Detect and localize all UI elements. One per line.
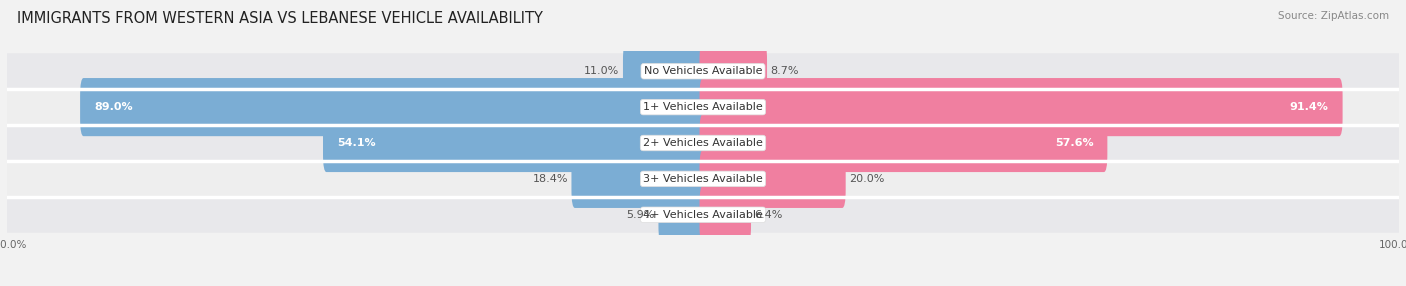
FancyBboxPatch shape xyxy=(700,186,751,244)
FancyBboxPatch shape xyxy=(7,197,1399,233)
FancyBboxPatch shape xyxy=(571,150,706,208)
Text: 57.6%: 57.6% xyxy=(1054,138,1094,148)
Text: 4+ Vehicles Available: 4+ Vehicles Available xyxy=(643,210,763,220)
Text: 11.0%: 11.0% xyxy=(585,66,620,76)
FancyBboxPatch shape xyxy=(700,114,1108,172)
FancyBboxPatch shape xyxy=(700,150,845,208)
Text: 2+ Vehicles Available: 2+ Vehicles Available xyxy=(643,138,763,148)
FancyBboxPatch shape xyxy=(658,186,706,244)
Text: IMMIGRANTS FROM WESTERN ASIA VS LEBANESE VEHICLE AVAILABILITY: IMMIGRANTS FROM WESTERN ASIA VS LEBANESE… xyxy=(17,11,543,26)
FancyBboxPatch shape xyxy=(7,89,1399,125)
Text: No Vehicles Available: No Vehicles Available xyxy=(644,66,762,76)
FancyBboxPatch shape xyxy=(7,125,1399,161)
Text: 6.4%: 6.4% xyxy=(755,210,783,220)
FancyBboxPatch shape xyxy=(7,53,1399,89)
Text: 1+ Vehicles Available: 1+ Vehicles Available xyxy=(643,102,763,112)
FancyBboxPatch shape xyxy=(80,78,706,136)
Text: 18.4%: 18.4% xyxy=(533,174,568,184)
Text: 5.9%: 5.9% xyxy=(627,210,655,220)
Text: 8.7%: 8.7% xyxy=(770,66,799,76)
Text: 91.4%: 91.4% xyxy=(1289,102,1329,112)
Text: 54.1%: 54.1% xyxy=(337,138,375,148)
Text: 3+ Vehicles Available: 3+ Vehicles Available xyxy=(643,174,763,184)
FancyBboxPatch shape xyxy=(323,114,706,172)
FancyBboxPatch shape xyxy=(623,42,706,100)
FancyBboxPatch shape xyxy=(700,78,1343,136)
FancyBboxPatch shape xyxy=(7,161,1399,197)
Text: 20.0%: 20.0% xyxy=(849,174,884,184)
Text: 89.0%: 89.0% xyxy=(94,102,132,112)
FancyBboxPatch shape xyxy=(700,42,768,100)
Text: Source: ZipAtlas.com: Source: ZipAtlas.com xyxy=(1278,11,1389,21)
